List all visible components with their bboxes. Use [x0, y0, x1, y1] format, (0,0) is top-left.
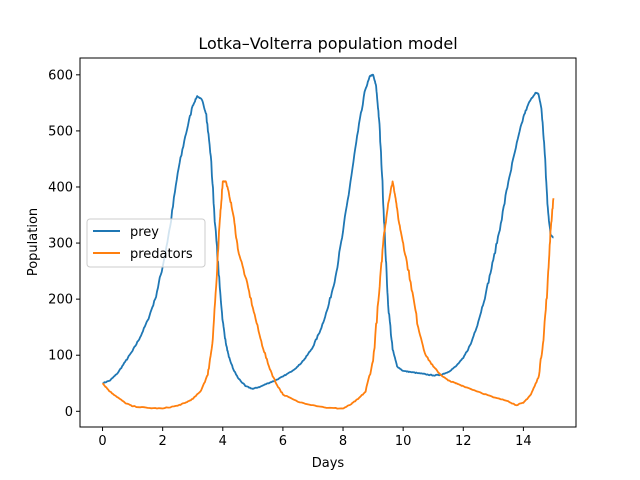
x-tick-label: 10 [395, 434, 412, 449]
x-tick-label: 12 [455, 434, 472, 449]
y-tick-label: 500 [48, 124, 73, 139]
y-tick-label: 600 [48, 68, 73, 83]
y-tick-label: 0 [65, 405, 73, 420]
x-tick-label: 8 [339, 434, 347, 449]
y-axis-label: Population [26, 208, 41, 276]
y-tick-label: 300 [48, 237, 73, 252]
x-tick-label: 4 [219, 434, 227, 449]
y-tick-label: 100 [48, 349, 73, 364]
x-tick-label: 0 [98, 434, 106, 449]
series-layer [101, 73, 555, 410]
x-tick-label: 2 [159, 434, 167, 449]
series-line-predators [101, 180, 555, 410]
y-tick-label: 200 [48, 293, 73, 308]
chart-title: Lotka–Volterra population model [198, 34, 457, 53]
plot-frame [79, 57, 577, 428]
legend-label-prey: prey [130, 225, 159, 240]
x-axis-label: Days [312, 456, 345, 471]
y-tick-label: 400 [48, 180, 73, 195]
legend-label-predators: predators [130, 247, 193, 262]
x-ticks: 0 2 4 6 8 10 12 14 [98, 427, 532, 449]
x-tick-label: 6 [279, 434, 287, 449]
series-line-prey [102, 73, 554, 390]
legend: prey predators [86, 218, 206, 268]
x-tick-label: 14 [515, 434, 532, 449]
y-ticks: 0 100 200 300 400 500 600 [48, 68, 80, 420]
